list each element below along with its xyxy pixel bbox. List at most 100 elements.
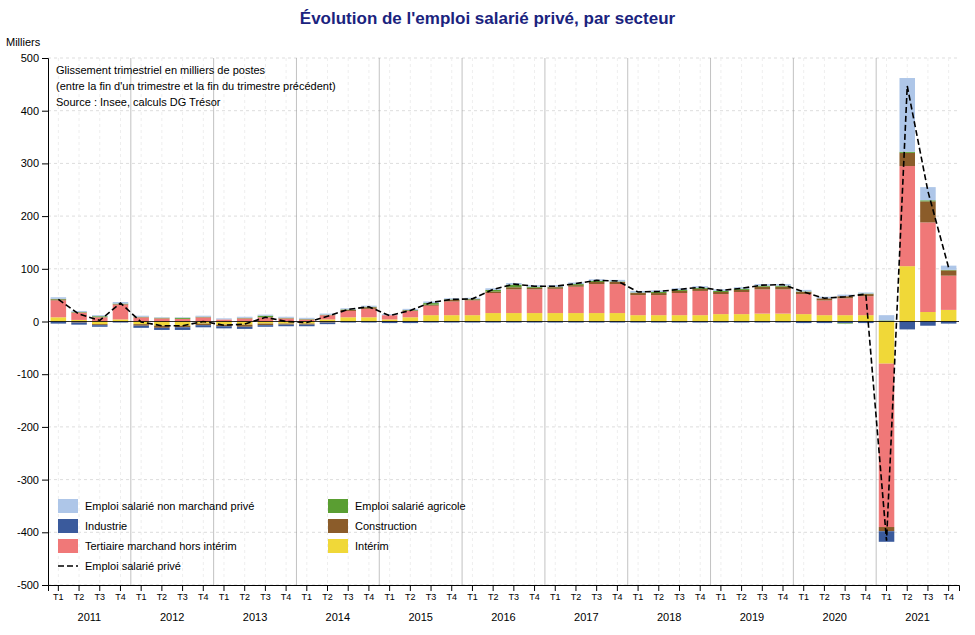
tick-label: -500 xyxy=(17,579,39,591)
bar xyxy=(651,295,667,315)
tick: -300 xyxy=(17,474,48,486)
group-label: 2021 xyxy=(905,611,929,623)
tick: T4 xyxy=(943,585,954,602)
bar xyxy=(465,315,481,321)
legend-item: Emploi salarié agricole xyxy=(328,499,466,513)
bar xyxy=(92,325,108,327)
bar xyxy=(485,313,501,321)
bar xyxy=(568,287,584,313)
tick-label: T4 xyxy=(446,592,457,602)
tick: 200 xyxy=(21,210,48,222)
grid-line xyxy=(48,479,959,480)
tick-mark xyxy=(907,585,908,591)
bar xyxy=(278,325,294,327)
bar xyxy=(51,297,67,299)
tick: T1 xyxy=(881,585,892,602)
bar xyxy=(899,153,915,166)
grid-line xyxy=(48,374,959,375)
tick-label: 200 xyxy=(21,210,39,222)
tick: T3 xyxy=(757,585,768,602)
bar xyxy=(630,295,646,315)
legend-swatch xyxy=(328,539,348,553)
tick-mark xyxy=(203,585,204,591)
bar xyxy=(920,322,936,326)
legend-label: Emploi salarié non marchand privé xyxy=(85,500,254,512)
bar xyxy=(154,317,170,319)
bar xyxy=(817,300,833,315)
tick-label: T4 xyxy=(364,592,375,602)
group-label: 2013 xyxy=(243,611,267,623)
bar xyxy=(899,322,915,330)
legend-swatch xyxy=(58,519,78,533)
tick-label: T3 xyxy=(591,592,602,602)
tick: T2 xyxy=(74,585,85,602)
bar xyxy=(734,290,750,292)
tick: T1 xyxy=(716,585,727,602)
bar xyxy=(506,289,522,313)
bar xyxy=(879,315,895,320)
y-axis: -500-400-300-200-1000100200300400500 xyxy=(17,52,49,591)
tick-label: 0 xyxy=(33,316,39,328)
legend-swatch xyxy=(328,519,348,533)
tick-label: T4 xyxy=(778,592,789,602)
tick-label: T2 xyxy=(488,592,499,602)
bar xyxy=(299,324,315,325)
tick-label: 300 xyxy=(21,157,39,169)
tick: T3 xyxy=(923,585,934,602)
grid xyxy=(48,58,959,585)
tick-label: T1 xyxy=(550,592,561,602)
tick: T3 xyxy=(509,585,520,602)
bar xyxy=(485,293,501,313)
tick: 100 xyxy=(21,263,48,275)
bar xyxy=(775,314,791,322)
tick-label: T2 xyxy=(74,592,85,602)
tick-mark xyxy=(182,585,183,591)
bar xyxy=(506,287,522,289)
bar xyxy=(589,313,605,321)
bar xyxy=(133,324,149,326)
tick: T4 xyxy=(198,585,209,602)
bar xyxy=(920,222,936,312)
annotation-line: Source : Insee, calculs DG Trésor xyxy=(56,96,221,108)
marks xyxy=(51,78,957,542)
legend-swatch xyxy=(58,539,78,553)
tick-mark xyxy=(42,322,48,323)
tick-label: T2 xyxy=(322,592,333,602)
tick-mark xyxy=(327,585,328,591)
tick-mark xyxy=(223,585,224,591)
grid-line xyxy=(48,268,959,269)
tick-mark xyxy=(865,585,866,591)
bar xyxy=(258,325,274,327)
tick-mark xyxy=(513,585,514,591)
bar xyxy=(589,282,605,284)
tick: T4 xyxy=(115,585,126,602)
bar xyxy=(423,315,439,321)
bar xyxy=(651,293,667,295)
bar xyxy=(196,324,212,326)
bar xyxy=(672,291,688,293)
tick: T4 xyxy=(364,585,375,602)
bar xyxy=(527,288,543,290)
group-label: 2018 xyxy=(657,611,681,623)
grid-line xyxy=(48,426,959,427)
bar xyxy=(278,324,294,325)
tick: T4 xyxy=(778,585,789,602)
tick-label: T3 xyxy=(177,592,188,602)
tick-mark xyxy=(451,585,452,591)
tick-label: T4 xyxy=(612,592,623,602)
tick: 500 xyxy=(21,52,48,64)
bar xyxy=(879,364,895,527)
tick-mark xyxy=(42,427,48,428)
bar xyxy=(610,284,626,313)
tick-label: T1 xyxy=(219,592,230,602)
tick-mark xyxy=(638,585,639,591)
tick-label: T4 xyxy=(198,592,209,602)
tick-mark xyxy=(493,585,494,591)
legend-item: Emploi salarié privé xyxy=(58,560,181,572)
tick-mark xyxy=(783,585,784,591)
bar xyxy=(837,315,853,321)
bar xyxy=(382,315,398,319)
tick-label: -300 xyxy=(17,474,39,486)
tick-mark xyxy=(679,585,680,591)
grid-line xyxy=(48,110,959,111)
